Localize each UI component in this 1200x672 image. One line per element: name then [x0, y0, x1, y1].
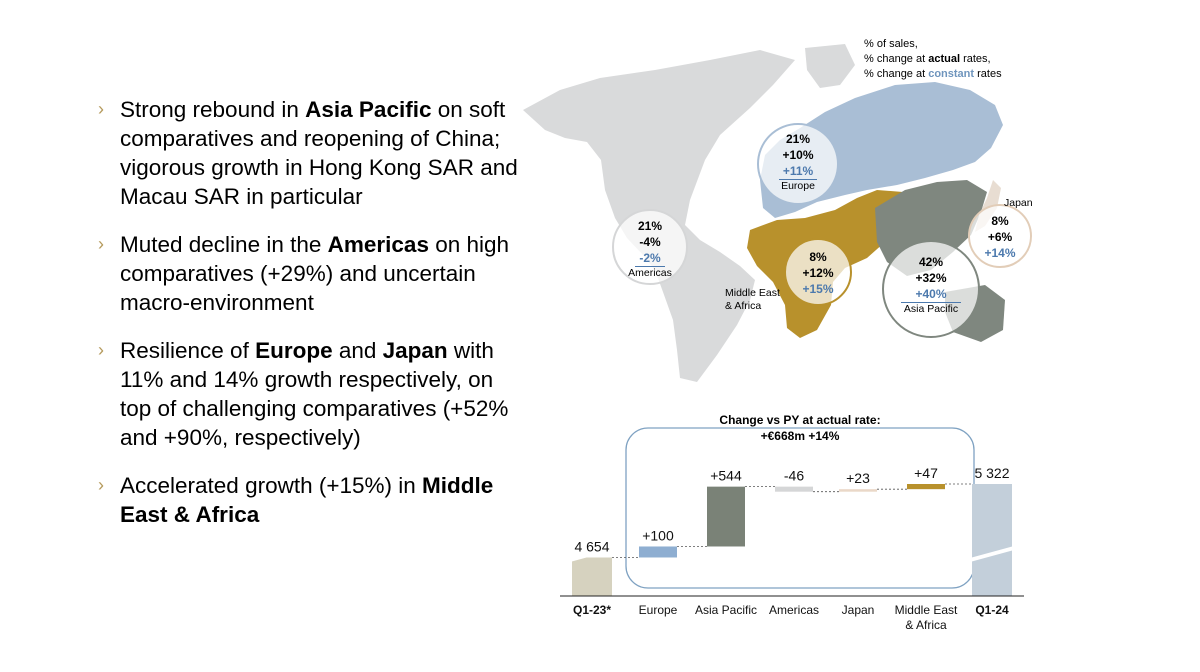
bullet-text-post: on high comparatives (+29%) and uncertai… — [120, 232, 510, 315]
legend-line-3: % change at constant rates — [864, 68, 1002, 80]
bullet-list: › Strong rebound in Asia Pacific on soft… — [98, 95, 518, 548]
apac-share: 42% — [918, 255, 944, 269]
europe-label: Europe — [781, 180, 815, 192]
category-label-0: Q1-23* — [573, 603, 611, 617]
bullet-americas: › Muted decline in the Americas on high … — [98, 230, 518, 317]
bar-q1-23- — [572, 557, 612, 596]
region-greenland-shape — [805, 44, 855, 88]
japan-label: Japan — [1004, 197, 1033, 209]
axis-break-6 — [970, 546, 1014, 562]
bullet-text-pre: Accelerated growth (+15%) in — [120, 473, 423, 498]
americas-constant: -2% — [635, 250, 665, 267]
bubble-americas: 21% -4% -2% Americas — [612, 209, 688, 285]
category-label-6: Q1-24 — [975, 603, 1009, 617]
bubble-mea: 8% +12% +15% — [784, 238, 852, 306]
mea-actual: +12% — [802, 266, 834, 280]
bullet-text-bold: Asia Pacific — [305, 97, 432, 122]
chevron-right-icon: › — [98, 234, 104, 254]
bar-japan — [839, 489, 877, 492]
apac-label: Asia Pacific — [903, 303, 959, 315]
apac-actual: +32% — [915, 271, 947, 285]
americas-label: Americas — [628, 267, 672, 279]
bullet-text-post: on soft comparatives and reopening of Ch… — [120, 97, 518, 209]
americas-actual: -4% — [639, 235, 661, 249]
japan-actual: +6% — [987, 230, 1013, 244]
chevron-right-icon: › — [98, 340, 104, 360]
bullet-text-bold-2: Japan — [382, 338, 448, 363]
bullet-text-bold: Europe — [255, 338, 333, 363]
bubble-japan: 8% +6% +14% — [968, 204, 1032, 268]
category-label-3: Americas — [769, 603, 819, 617]
waterfall-chart: 4 654 Q1-23* +100 Europe +544 Asia Pacific -46… — [560, 427, 1024, 632]
bullet-asia-pacific: › Strong rebound in Asia Pacific on soft… — [98, 95, 518, 211]
bar-europe — [639, 546, 677, 558]
data-label-2: +544 — [710, 468, 742, 484]
change-bracket — [625, 427, 975, 589]
mea-constant: +15% — [802, 282, 834, 296]
apac-constant: +40% — [901, 286, 961, 303]
japan-constant: +14% — [984, 246, 1016, 260]
category-label-5: Middle East — [895, 603, 958, 617]
bullet-text-pre: Resilience of — [120, 338, 256, 363]
bubble-apac: 42% +32% +40% Asia Pacific — [882, 240, 980, 338]
chevron-right-icon: › — [98, 475, 104, 495]
europe-share: 21% — [785, 132, 811, 146]
bullet-mea: › Accelerated growth (+15%) in Middle Ea… — [98, 471, 518, 529]
mea-share: 8% — [809, 250, 827, 264]
japan-share: 8% — [991, 214, 1009, 228]
category-label-1: Europe — [639, 603, 678, 617]
europe-constant: +11% — [778, 163, 818, 180]
data-label-4: +23 — [846, 470, 870, 486]
chart-title-line-2: +€668m +14% — [760, 429, 840, 443]
bar-asia-pacific — [707, 486, 745, 547]
bullet-europe-japan: › Resilience of Europe and Japan with 11… — [98, 336, 518, 452]
legend-line-2: % change at actual rates, — [864, 53, 991, 65]
data-label-1: +100 — [642, 527, 674, 543]
axis-break-0 — [570, 546, 614, 562]
data-label-0: 4 654 — [574, 538, 609, 554]
legend-line-1: % of sales, — [864, 38, 918, 50]
data-label-5: +47 — [914, 465, 938, 481]
europe-actual: +10% — [782, 148, 814, 162]
bullet-text-bold: Americas — [327, 232, 429, 257]
bar-middle-east-africa — [907, 484, 945, 490]
chart-title: Change vs PY at actual rate: +€668m +14% — [640, 412, 960, 444]
americas-share: 21% — [637, 219, 663, 233]
bullet-text-post: with 11% and 14% growth respectively, on… — [120, 338, 509, 450]
category-label-5-1: & Africa — [905, 618, 947, 632]
mea-label: Middle East & Africa — [725, 287, 780, 312]
map-legend: % of sales, % change at actual rates, % … — [864, 37, 1002, 82]
bullet-text-mid: and — [332, 338, 383, 363]
data-label-3: -46 — [784, 468, 804, 484]
chart-title-line-1: Change vs PY at actual rate: — [719, 413, 881, 427]
bar-americas — [775, 486, 813, 492]
bullet-text-pre: Muted decline in the — [120, 232, 328, 257]
bar-q1-24 — [972, 484, 1012, 596]
data-label-6: 5 322 — [974, 465, 1009, 481]
chevron-right-icon: › — [98, 99, 104, 119]
category-label-2: Asia Pacific — [695, 603, 757, 617]
category-label-4: Japan — [842, 603, 875, 617]
bullet-text-pre: Strong rebound in — [120, 97, 306, 122]
bubble-europe: 21% +10% +11% Europe — [757, 123, 839, 205]
bullet-text-bold: Middle East & Africa — [120, 473, 494, 527]
